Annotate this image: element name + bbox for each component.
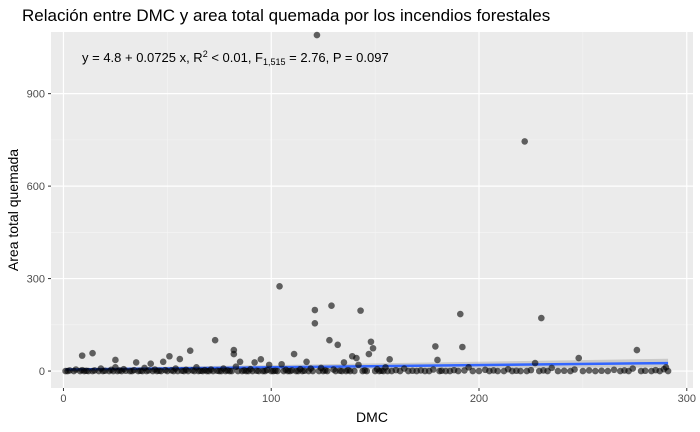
data-point (548, 364, 556, 372)
data-point (353, 354, 360, 362)
data-point (278, 360, 285, 368)
data-point (579, 367, 587, 375)
data-point (311, 319, 319, 327)
data-point (365, 350, 373, 358)
data-point (369, 344, 377, 352)
data-point (527, 366, 535, 374)
plot-panel (51, 32, 693, 388)
data-points (62, 31, 672, 375)
data-point (531, 359, 539, 367)
y-tick-label: 900 (27, 89, 45, 101)
data-point (475, 367, 483, 375)
data-point (311, 306, 319, 314)
data-point (571, 366, 578, 373)
data-point (469, 367, 477, 375)
regression-annotation: y = 4.8 + 0.0725 x, R2 < 0.01, F1,515 = … (82, 49, 389, 67)
data-point (560, 367, 568, 375)
data-point (459, 343, 466, 351)
data-point (147, 360, 155, 367)
data-point (276, 282, 283, 290)
data-point (340, 359, 348, 366)
y-tick-label: 600 (27, 181, 45, 193)
y-tick-label: 0 (39, 366, 45, 378)
data-point (386, 356, 393, 363)
data-point (159, 358, 167, 366)
data-point (257, 356, 265, 363)
data-point (554, 367, 562, 375)
axes: 0 100 200 300 0 300 600 900 (27, 89, 696, 405)
x-axis-title: DMC (356, 409, 388, 425)
data-point (429, 366, 437, 373)
data-point (457, 310, 464, 318)
data-point (610, 366, 618, 374)
y-tick-label: 300 (27, 274, 45, 286)
data-point (585, 367, 593, 374)
data-point (303, 358, 310, 366)
data-point (324, 367, 331, 375)
x-tick-label: 100 (262, 393, 280, 405)
data-point (334, 341, 342, 349)
data-point (434, 356, 441, 364)
data-point (521, 138, 529, 145)
data-point (313, 31, 321, 39)
data-point (328, 302, 335, 310)
data-point (517, 367, 524, 375)
data-point (228, 367, 236, 375)
data-point (166, 352, 173, 360)
data-point (176, 355, 184, 363)
data-point (112, 356, 119, 364)
data-point (351, 367, 358, 375)
data-point (363, 367, 371, 375)
data-point (494, 367, 501, 375)
data-point (290, 350, 298, 358)
data-point (357, 307, 364, 314)
data-point (211, 336, 219, 344)
x-tick-label: 200 (470, 393, 488, 405)
data-point (265, 361, 273, 369)
data-point (236, 358, 244, 366)
data-point (629, 365, 637, 372)
data-point (575, 354, 583, 362)
data-point (598, 367, 605, 375)
x-tick-label: 300 (678, 393, 696, 405)
data-point (641, 367, 649, 375)
data-point (355, 361, 362, 369)
chart-title: Relación entre DMC y area total quemada … (22, 6, 550, 25)
data-point (132, 359, 140, 366)
data-point (251, 359, 258, 366)
data-point (633, 346, 641, 354)
data-point (230, 350, 238, 358)
data-point (664, 367, 672, 375)
data-point (186, 347, 194, 355)
x-tick-label: 0 (60, 393, 66, 405)
data-point (89, 349, 96, 357)
data-point (604, 367, 612, 375)
data-point (274, 367, 281, 375)
y-axis-title: Area total quemada (5, 149, 21, 271)
data-point (78, 352, 86, 359)
data-point (454, 367, 462, 375)
data-point (309, 367, 317, 375)
data-point (326, 336, 333, 344)
data-point (367, 338, 375, 346)
data-point (592, 367, 599, 375)
data-point (538, 314, 545, 322)
data-point (432, 343, 439, 350)
